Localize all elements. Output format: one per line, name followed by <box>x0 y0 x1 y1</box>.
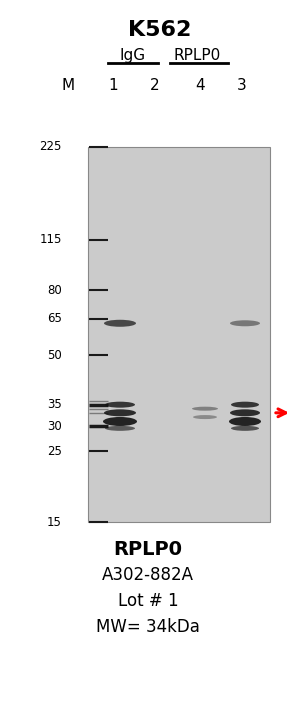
Ellipse shape <box>231 402 259 408</box>
Text: 50: 50 <box>47 349 62 362</box>
Ellipse shape <box>231 426 259 431</box>
Text: 1: 1 <box>108 78 118 93</box>
Ellipse shape <box>230 409 260 416</box>
Text: 115: 115 <box>40 234 62 246</box>
Ellipse shape <box>104 320 136 326</box>
Text: 2: 2 <box>150 78 160 93</box>
Text: 15: 15 <box>47 515 62 529</box>
Text: 65: 65 <box>47 312 62 326</box>
Text: K562: K562 <box>128 20 192 40</box>
Ellipse shape <box>104 409 136 416</box>
Bar <box>88 147 270 522</box>
Text: 225: 225 <box>40 140 62 154</box>
Text: MW= 34kDa: MW= 34kDa <box>96 618 200 636</box>
Text: 35: 35 <box>47 398 62 411</box>
Text: A302-882A: A302-882A <box>102 566 194 584</box>
Text: 30: 30 <box>47 420 62 432</box>
Ellipse shape <box>229 417 261 426</box>
Ellipse shape <box>193 415 217 419</box>
Ellipse shape <box>105 426 135 431</box>
Text: IgG: IgG <box>120 48 146 63</box>
Text: RPLP0: RPLP0 <box>113 540 183 559</box>
Text: 25: 25 <box>47 445 62 458</box>
Ellipse shape <box>192 406 218 411</box>
Ellipse shape <box>105 402 135 408</box>
Ellipse shape <box>230 320 260 326</box>
Text: RPLP0: RPLP0 <box>173 48 221 63</box>
Text: 80: 80 <box>47 284 62 297</box>
Text: M: M <box>61 78 75 93</box>
Text: Lot # 1: Lot # 1 <box>118 592 178 610</box>
Text: 3: 3 <box>237 78 247 93</box>
Ellipse shape <box>103 417 137 426</box>
Text: 4: 4 <box>195 78 205 93</box>
